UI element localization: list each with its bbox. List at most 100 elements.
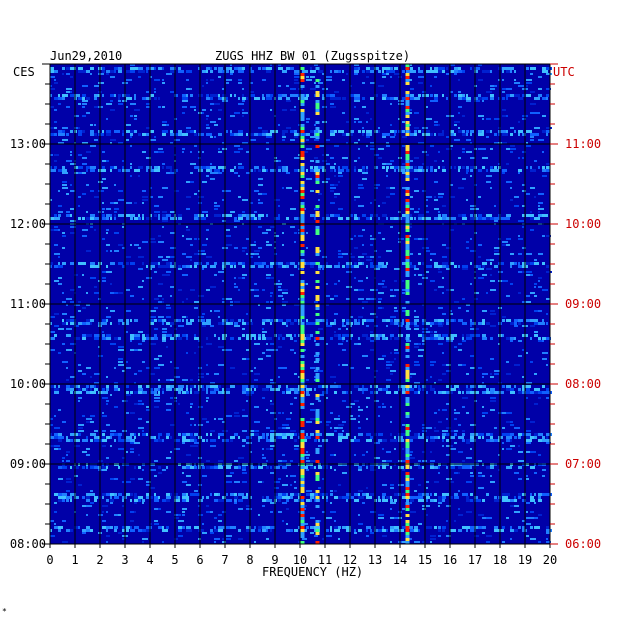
- energy-streak: [358, 235, 363, 237]
- energy-streak: [362, 385, 364, 388]
- energy-streak: [390, 373, 393, 375]
- energy-streak: [90, 490, 93, 492]
- energy-streak: [146, 133, 149, 136]
- y-right-tick-label: 08:00: [565, 377, 601, 391]
- persistent-line-mark: [405, 505, 410, 508]
- energy-streak: [486, 517, 491, 519]
- energy-streak: [142, 217, 144, 220]
- energy-streak: [446, 433, 450, 436]
- persistent-line-mark: [315, 433, 320, 436]
- energy-streak: [242, 247, 247, 249]
- energy-streak: [166, 124, 169, 126]
- energy-streak: [94, 292, 99, 294]
- energy-streak: [122, 499, 124, 502]
- energy-streak: [134, 169, 140, 172]
- energy-streak: [382, 265, 387, 268]
- energy-streak: [294, 157, 300, 159]
- persistent-line-mark: [315, 319, 320, 322]
- energy-streak: [210, 172, 214, 174]
- energy-streak: [382, 214, 387, 217]
- energy-streak: [402, 292, 405, 294]
- energy-streak: [438, 133, 444, 136]
- energy-streak: [458, 94, 464, 97]
- energy-streak: [110, 310, 115, 312]
- energy-streak: [174, 517, 179, 519]
- energy-streak: [502, 529, 504, 532]
- energy-streak: [126, 262, 129, 265]
- energy-streak: [286, 319, 291, 322]
- energy-streak: [106, 376, 108, 378]
- energy-streak: [470, 424, 476, 426]
- energy-streak: [138, 70, 143, 73]
- energy-streak: [146, 433, 148, 436]
- energy-streak: [50, 436, 55, 439]
- energy-streak: [90, 319, 94, 322]
- energy-streak: [454, 133, 456, 136]
- energy-streak: [86, 292, 88, 294]
- energy-streak: [466, 199, 468, 201]
- energy-streak: [354, 277, 356, 279]
- energy-streak: [310, 532, 314, 534]
- energy-streak: [242, 430, 247, 432]
- energy-streak: [490, 289, 496, 291]
- energy-streak: [70, 67, 75, 70]
- energy-streak: [282, 298, 284, 300]
- energy-streak: [366, 535, 369, 537]
- energy-streak: [338, 172, 342, 174]
- energy-streak: [350, 133, 353, 136]
- x-tick-label: 18: [493, 553, 507, 567]
- energy-streak: [278, 169, 281, 172]
- energy-streak: [482, 436, 484, 439]
- energy-streak: [378, 388, 383, 391]
- energy-streak: [390, 295, 394, 297]
- energy-streak: [402, 70, 405, 73]
- energy-streak: [458, 307, 461, 309]
- energy-streak: [302, 466, 308, 469]
- energy-streak: [54, 214, 57, 217]
- energy-streak: [450, 391, 453, 394]
- energy-streak: [158, 106, 161, 108]
- energy-streak: [190, 94, 193, 97]
- energy-streak: [230, 64, 232, 66]
- energy-streak: [470, 205, 476, 207]
- energy-streak: [238, 220, 240, 222]
- energy-streak: [298, 265, 300, 268]
- energy-streak: [330, 190, 334, 192]
- energy-streak: [70, 466, 72, 469]
- energy-streak: [458, 319, 463, 322]
- energy-streak: [358, 523, 363, 525]
- energy-streak: [94, 229, 96, 231]
- energy-streak: [406, 499, 409, 502]
- energy-streak: [162, 214, 168, 217]
- energy-streak: [478, 322, 484, 325]
- energy-streak: [254, 379, 258, 381]
- energy-streak: [306, 469, 309, 471]
- energy-streak: [114, 439, 116, 442]
- energy-streak: [346, 406, 352, 408]
- energy-streak: [138, 67, 143, 70]
- energy-streak: [354, 64, 359, 66]
- energy-streak: [78, 430, 84, 432]
- persistent-line-mark: [300, 313, 305, 316]
- energy-streak: [54, 493, 58, 496]
- energy-streak: [110, 169, 112, 172]
- energy-streak: [350, 367, 354, 369]
- energy-streak: [542, 166, 545, 169]
- energy-streak: [322, 394, 324, 396]
- energy-streak: [126, 367, 131, 369]
- energy-streak: [178, 265, 181, 268]
- energy-streak: [186, 226, 188, 228]
- energy-streak: [358, 466, 362, 469]
- energy-streak: [262, 319, 266, 322]
- energy-streak: [138, 343, 142, 345]
- energy-streak: [70, 232, 75, 234]
- energy-streak: [66, 160, 72, 162]
- energy-streak: [282, 130, 288, 133]
- energy-streak: [330, 511, 336, 513]
- energy-streak: [334, 91, 339, 93]
- persistent-line-mark: [405, 241, 410, 244]
- energy-streak: [158, 391, 160, 394]
- energy-streak: [346, 526, 351, 529]
- energy-streak: [254, 541, 256, 543]
- energy-streak: [82, 334, 87, 337]
